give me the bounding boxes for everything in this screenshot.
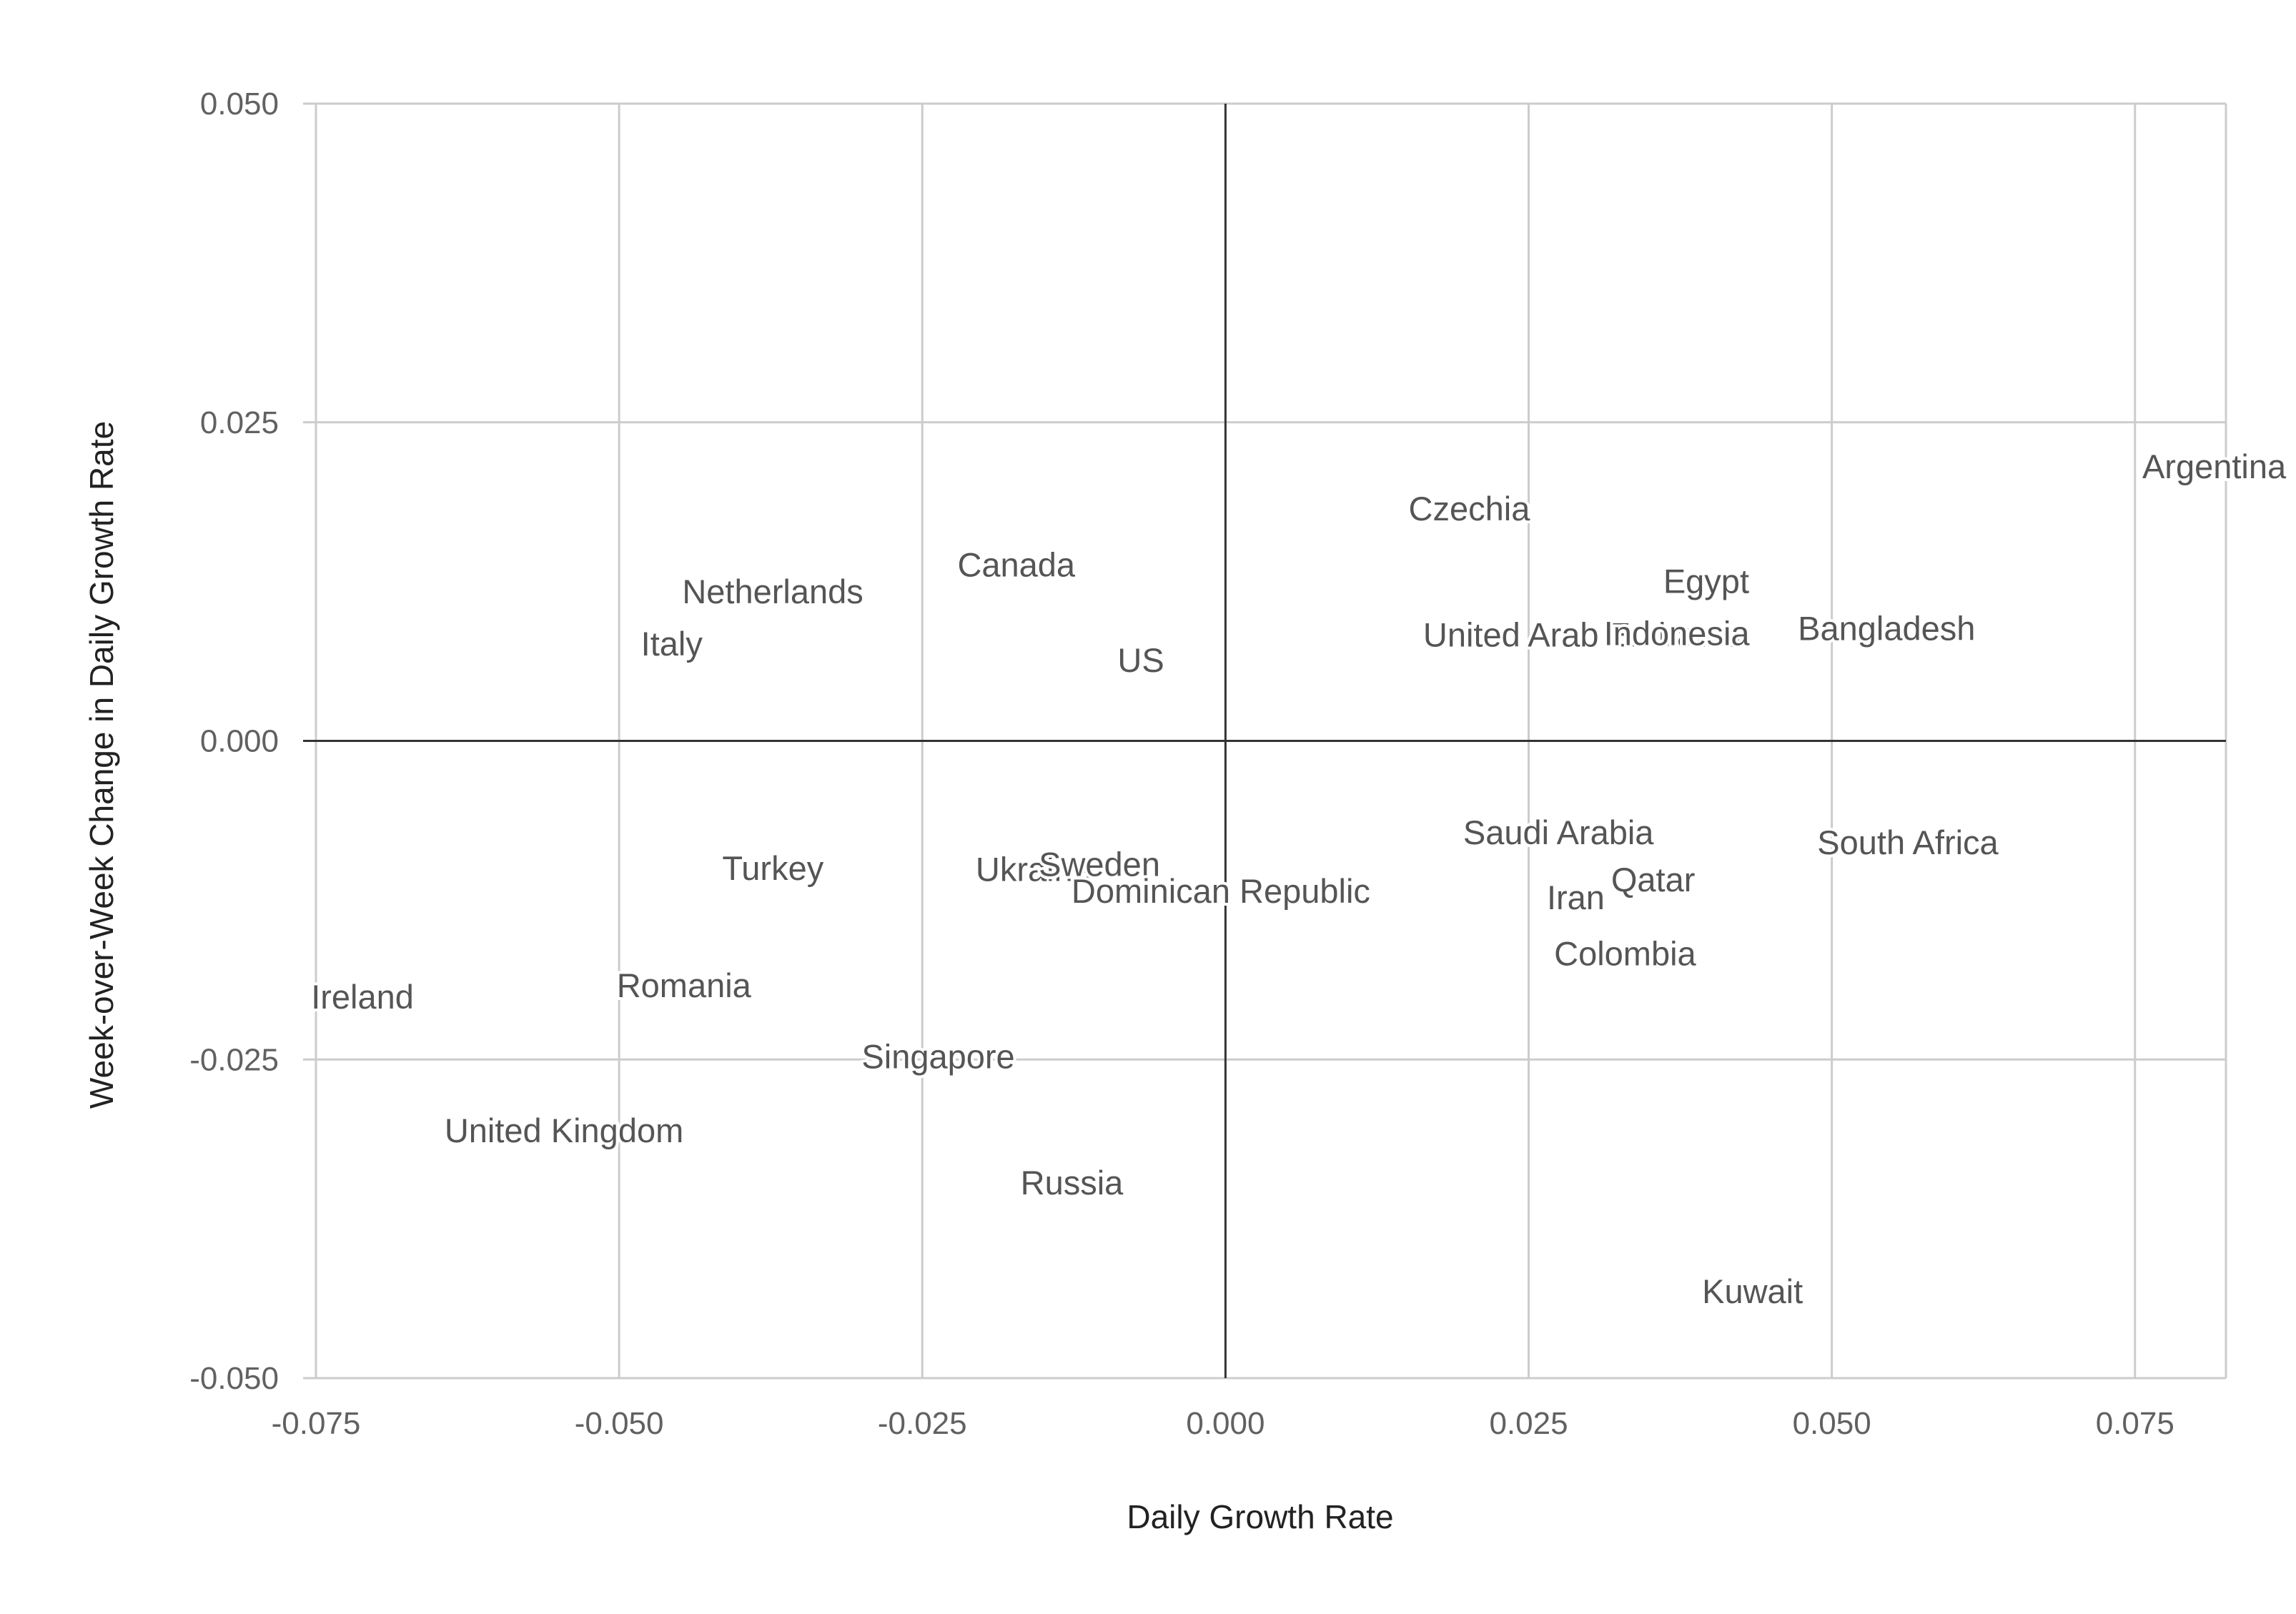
x-tick-label: 0.025	[1489, 1406, 1568, 1441]
data-point-label: Kuwait	[1702, 1272, 1803, 1310]
x-tick-label: 0.075	[2096, 1406, 2174, 1441]
data-point-label: Qatar	[1611, 861, 1696, 898]
data-point-labels: Argentina Czechia Canada Netherlands Egypt It…	[308, 445, 2290, 1313]
data-point-label: Netherlands	[682, 573, 863, 610]
data-point-label: United Kingdom	[445, 1112, 683, 1149]
y-tick-label: -0.025	[189, 1042, 279, 1077]
x-tick-label: -0.025	[878, 1406, 967, 1441]
data-point-label: Argentina	[2142, 447, 2287, 485]
data-point-label: Egypt	[1663, 563, 1749, 600]
zero-lines	[303, 104, 2226, 1378]
data-point-label: Indonesia	[1604, 615, 1751, 653]
data-point-label: Russia	[1021, 1164, 1124, 1202]
x-axis-title: Daily Growth Rate	[1127, 1498, 1393, 1535]
x-tick-label: -0.075	[272, 1406, 361, 1441]
data-point-label: US	[1117, 641, 1164, 679]
y-tick-label: 0.025	[200, 405, 279, 440]
data-point-label: Iran	[1547, 878, 1605, 916]
x-tick-label: 0.000	[1186, 1406, 1265, 1441]
data-point-label: South Africa	[1817, 823, 1999, 861]
y-tick-label: 0.000	[200, 724, 279, 759]
y-axis-title: Week-over-Week Change in Daily Growth Ra…	[83, 421, 120, 1109]
data-point-label: Romania	[617, 966, 752, 1004]
data-point-label: Turkey	[722, 849, 823, 887]
data-point-label: Sweden	[1039, 845, 1160, 883]
data-point-label: Dominican Republic	[1072, 872, 1370, 910]
data-point-label: Canada	[957, 545, 1075, 583]
data-point-label: Colombia	[1554, 934, 1696, 972]
x-tick-label: 0.050	[1793, 1406, 1871, 1441]
data-point-label: Bangladesh	[1798, 610, 1975, 648]
data-point-label: Singapore	[861, 1038, 1014, 1076]
data-point-label: United Arab Emirates	[1423, 616, 1741, 654]
y-axis-ticks: -0.050 -0.025 0.000 0.025 0.050	[189, 86, 279, 1396]
data-point-label: Italy	[641, 625, 703, 663]
x-tick-label: -0.050	[575, 1406, 664, 1441]
x-axis-ticks: -0.075 -0.050 -0.025 0.000 0.025 0.050 0.075	[272, 1406, 2174, 1441]
data-point-label: Ukraine	[976, 851, 1092, 888]
data-point-label: Ireland	[311, 978, 414, 1016]
y-tick-label: 0.050	[200, 86, 279, 122]
data-point-label: Czechia	[1409, 490, 1531, 528]
data-point-label: Saudi Arabia	[1463, 813, 1654, 851]
y-tick-label: -0.050	[189, 1361, 279, 1396]
